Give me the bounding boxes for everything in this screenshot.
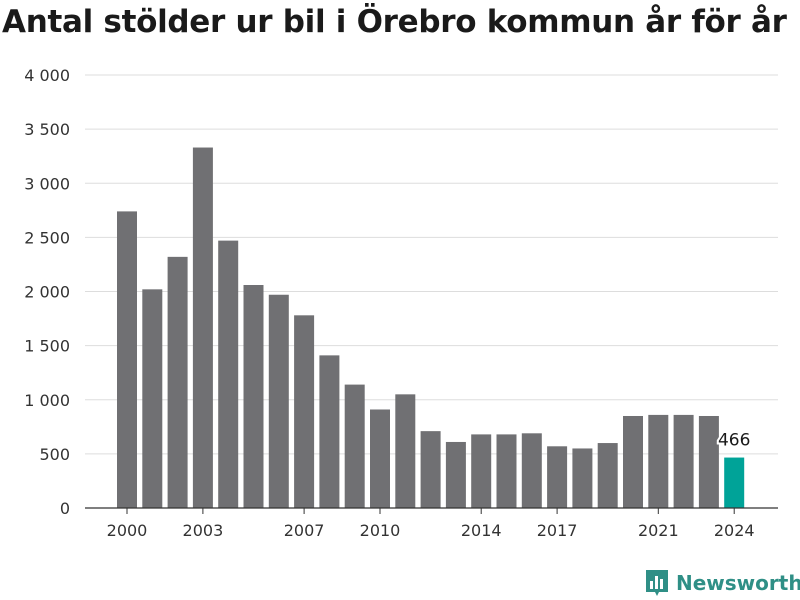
bar [268, 294, 289, 508]
data-label-highlight: 466 [718, 431, 750, 451]
bar [243, 285, 264, 508]
bar [117, 211, 137, 508]
y-tick-label: 1 000 [24, 391, 70, 410]
bar [445, 441, 466, 508]
bar [572, 448, 593, 508]
x-tick-label: 2007 [284, 521, 325, 540]
x-tick-label: 2014 [461, 521, 502, 540]
y-tick-label: 2 500 [24, 228, 70, 247]
x-tick-label: 2024 [714, 521, 755, 540]
bar [192, 147, 213, 508]
bar [673, 414, 694, 508]
x-tick-label: 2003 [183, 521, 224, 540]
y-tick-label: 500 [39, 445, 70, 464]
bar [370, 409, 390, 508]
newsworthy-logo: Newsworthy [644, 568, 800, 598]
bar [547, 446, 568, 508]
bar-highlight [724, 457, 745, 508]
y-tick-label: 3 500 [24, 120, 70, 139]
chart-title: Antal stölder ur bil i Örebro kommun år … [2, 4, 787, 40]
y-tick-label: 4 000 [24, 66, 70, 85]
bar [521, 433, 542, 508]
x-tick-label: 2000 [107, 521, 148, 540]
x-tick-label: 2017 [537, 521, 578, 540]
y-tick-label: 1 500 [24, 337, 70, 356]
y-tick-label: 2 000 [24, 283, 70, 302]
bar [471, 434, 492, 508]
x-tick-label: 2021 [638, 521, 679, 540]
bar [218, 240, 239, 508]
bar [344, 384, 365, 508]
bar-chart-speech-icon [646, 570, 668, 596]
y-tick-label: 0 [60, 499, 70, 518]
bar [420, 431, 441, 508]
y-tick-label: 3 000 [24, 174, 70, 193]
bar [395, 394, 416, 508]
brand-name: Newsworthy [676, 571, 800, 595]
bar [142, 289, 163, 508]
bar [623, 415, 643, 508]
bar [648, 414, 669, 508]
x-tick-label: 2010 [360, 521, 401, 540]
bar [167, 256, 188, 508]
bar [294, 315, 315, 508]
bar [319, 355, 340, 508]
bar [698, 415, 719, 508]
bar [597, 443, 618, 508]
bar [496, 434, 517, 508]
